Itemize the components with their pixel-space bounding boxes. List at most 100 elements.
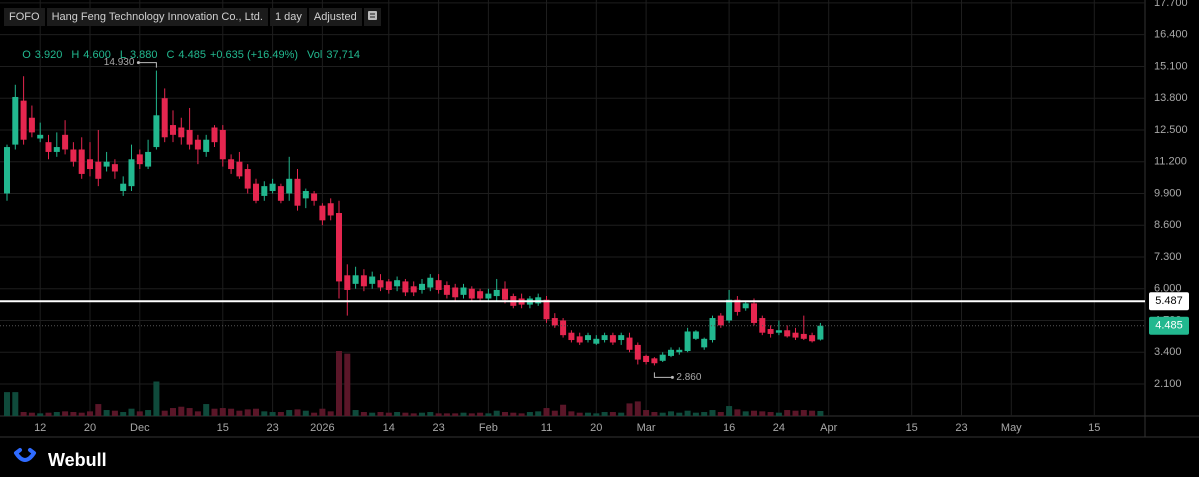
candle-body: [560, 320, 567, 336]
y-tick-label: 12.500: [1154, 124, 1188, 136]
candle-body: [385, 281, 392, 290]
candle-body: [78, 149, 85, 174]
candle-body: [751, 303, 757, 323]
x-tick-label: Apr: [820, 422, 837, 434]
x-tick-label: 16: [723, 422, 735, 434]
candle-body: [236, 161, 243, 177]
candle-body: [62, 134, 69, 150]
last-price-badge: [1149, 316, 1189, 335]
candle-body: [800, 333, 807, 339]
volume-bar: [477, 412, 484, 416]
volume-bar: [543, 408, 550, 416]
volume-bar: [311, 412, 318, 416]
volume-bar: [336, 351, 342, 416]
volume-bar: [87, 411, 93, 416]
y-tick-label: 13.800: [1154, 92, 1188, 104]
price-line-badge: [1149, 292, 1189, 311]
adjustment[interactable]: Adjusted: [308, 8, 362, 26]
volume-bar: [153, 381, 160, 416]
candle-body: [493, 289, 500, 297]
candle-body: [468, 288, 475, 299]
candle-body: [485, 293, 492, 299]
volume-bar: [211, 408, 218, 416]
volume-bar: [419, 412, 425, 416]
volume-bar: [219, 408, 226, 416]
candle-body: [153, 115, 160, 148]
candle-body: [742, 303, 749, 309]
volume-bar: [253, 408, 259, 416]
volume-bar: [4, 392, 10, 416]
candle-body: [402, 281, 409, 293]
volume-bar: [369, 412, 376, 416]
candle-body: [585, 335, 591, 341]
candle-body: [20, 100, 27, 140]
y-tick-label: 11.200: [1154, 156, 1187, 168]
y-tick-label: 6.000: [1154, 283, 1182, 295]
legend-value: 37,714: [326, 49, 360, 61]
candle-body: [809, 335, 816, 342]
candle-body: [219, 129, 226, 160]
volume-bar: [427, 412, 434, 416]
candle-body: [211, 127, 218, 143]
candle-body: [302, 191, 309, 199]
candle-body: [568, 332, 575, 341]
candle-body: [668, 349, 674, 356]
volume-bar: [717, 412, 724, 416]
volume-bar: [62, 411, 69, 416]
interval[interactable]: 1 day: [269, 8, 307, 26]
candle-body: [294, 178, 301, 206]
volume-bar: [568, 411, 575, 416]
candle-body: [344, 275, 351, 290]
volume-bar: [294, 409, 301, 416]
volume-bar: [468, 413, 475, 416]
legend-label: H: [71, 49, 80, 61]
volume-bar: [809, 410, 816, 416]
candle-body: [609, 335, 616, 343]
volume-bar: [377, 412, 384, 416]
volume-bar: [726, 406, 733, 416]
last-price-label: 4.485: [1155, 320, 1183, 332]
candle-body: [792, 332, 799, 338]
x-tick-label: 15: [217, 422, 229, 434]
volume-bar: [817, 410, 824, 416]
settings-icon[interactable]: [363, 8, 381, 26]
volume-bar: [120, 412, 127, 416]
volume-bar: [684, 410, 691, 416]
candle-body: [817, 325, 824, 340]
volume-bar: [452, 413, 459, 416]
legend-value: 4.600: [83, 49, 111, 61]
candle-body: [601, 335, 608, 341]
candle-body: [634, 344, 641, 360]
candle-body: [651, 358, 658, 364]
volume-bar: [493, 410, 500, 416]
candle-body: [543, 299, 550, 320]
candle-body: [377, 280, 384, 288]
volume-bar: [551, 410, 558, 416]
candle-body: [701, 338, 708, 348]
legend-label: L: [119, 49, 126, 61]
legend-label: O: [22, 49, 31, 61]
volume-bar: [136, 411, 143, 416]
volume-bar: [734, 409, 741, 416]
volume-bar: [443, 413, 450, 416]
candle-body: [311, 193, 318, 201]
candle-body: [336, 213, 342, 282]
volume-bar: [45, 412, 52, 416]
candle-body: [460, 287, 467, 295]
candle-body: [286, 178, 293, 194]
symbol[interactable]: FOFO: [4, 8, 45, 26]
volume-bar: [784, 410, 791, 416]
volume-bar: [319, 408, 326, 416]
y-tick-label: 2.100: [1154, 378, 1182, 390]
volume-bar: [792, 410, 799, 416]
candle-body: [369, 276, 376, 284]
candle-body: [145, 151, 152, 167]
candle-body: [477, 291, 484, 299]
candle-body: [410, 286, 417, 293]
candle-body: [128, 159, 135, 187]
volume-bar: [344, 353, 351, 416]
candle-body: [618, 335, 625, 341]
y-tick-label: 7.300: [1154, 251, 1182, 263]
